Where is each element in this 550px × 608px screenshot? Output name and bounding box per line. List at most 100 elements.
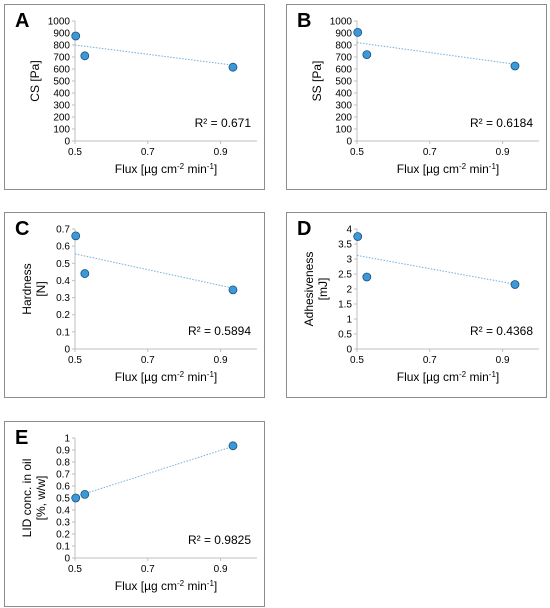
y-axis-label: [mJ] (316, 278, 330, 301)
data-point (353, 27, 363, 37)
y-tick-label: 3.5 (338, 240, 352, 251)
x-tick-label: 0.7 (423, 147, 437, 158)
data-point (510, 61, 520, 71)
panel-e: E 0 0.1 0.2 0.3 0.4 0.5 0.6 0.7 0.8 0.9 1 0.5 0.7 0.9 F… (4, 421, 265, 607)
y-tick-label: 100 (53, 125, 70, 136)
data-point (228, 285, 238, 295)
x-tick-label: 0.9 (214, 147, 228, 158)
y-tick-label: 0.1 (56, 327, 70, 338)
data-point (510, 280, 520, 289)
x-axis-label: Flux [µg cm-2 min-1] (397, 162, 500, 176)
y-tick-label: 1.5 (338, 300, 352, 311)
y-tick-label: 500 (335, 77, 352, 88)
y-tick-label: 400 (335, 89, 352, 100)
trendline (356, 254, 516, 285)
y-axis-label: Adhesiveness (302, 252, 316, 327)
chart-svg: E00.10.20.30.40.50.60.70.80.910.5 0.7 0.9F… (15, 427, 257, 593)
panel-letter: B (297, 10, 311, 32)
y-tick-label: 0 (346, 345, 352, 356)
y-tick-label: 400 (53, 89, 70, 100)
panel-d: D 0 0.5 1 1.5 2 2.5 3 3.5 4 0.5 0.7 0.9 Flux [µg cm-2… (286, 212, 547, 398)
y-tick-label: 0.5 (338, 330, 352, 341)
y-tick-label: 800 (53, 41, 70, 52)
data-point (353, 232, 363, 241)
data-point (71, 493, 81, 503)
r-squared-label: R² = 0.6184 (470, 116, 533, 130)
x-tick-label: 0.5 (350, 355, 364, 366)
y-tick-label: 4 (346, 225, 352, 236)
y-tick-label: 2.5 (338, 270, 352, 281)
panel-b: B 0 100 200 300 400 500 600 700 800 900 1000 0.5 0.7 0… (286, 4, 547, 190)
data-point (71, 231, 81, 241)
data-point (228, 62, 238, 72)
y-tick-label: 0.9 (56, 446, 70, 457)
x-tick-label: 0.5 (68, 147, 82, 158)
x-axis-label: Flux [µg cm-2 min-1] (397, 370, 500, 384)
panel-letter: E (15, 427, 28, 449)
x-tick-label: 0.7 (141, 147, 155, 158)
x-tick-label: 0.7 (141, 564, 155, 575)
y-tick-label: 2 (346, 285, 352, 296)
y-tick-label: 200 (335, 113, 352, 124)
y-tick-label: 0 (64, 345, 70, 356)
x-tick-label: 0.7 (141, 355, 155, 366)
x-axis-label: Flux [µg cm-2 min-1] (115, 579, 218, 593)
data-point (80, 51, 90, 61)
r-squared-label: R² = 0.4368 (470, 324, 533, 338)
x-axis-label: Flux [µg cm-2 min-1] (115, 162, 218, 176)
data-point (362, 272, 372, 282)
y-tick-label: 1000 (330, 17, 353, 28)
y-tick-label: 0.3 (56, 518, 70, 529)
trendline (74, 445, 234, 498)
y-tick-label: 900 (335, 29, 352, 40)
y-tick-label: 0.1 (56, 542, 70, 553)
y-axis-label: SS [Pa] (310, 61, 324, 102)
y-tick-label: 0.7 (56, 470, 70, 481)
y-tick-label: 900 (53, 29, 70, 40)
y-tick-label: 0.5 (56, 259, 70, 270)
y-tick-label: 1000 (48, 17, 71, 28)
y-tick-label: 0 (64, 137, 70, 148)
trendline (74, 253, 234, 289)
y-tick-label: 1 (64, 434, 70, 445)
r-squared-label: R² = 0.671 (195, 116, 252, 130)
y-tick-label: 0.2 (56, 530, 70, 541)
data-point (80, 490, 90, 499)
x-axis-label: Flux [µg cm-2 min-1] (115, 370, 218, 384)
x-tick-label: 0.5 (350, 147, 364, 158)
r-squared-label: R² = 0.5894 (188, 324, 251, 338)
data-point (71, 31, 81, 41)
y-tick-label: 300 (53, 101, 70, 112)
x-tick-label: 0.5 (68, 564, 82, 575)
panel-a: A 0 100 200 300 400 500 600 700 800 900 1000 0.5 0.7 0… (4, 4, 265, 190)
y-tick-label: 100 (335, 125, 352, 136)
y-tick-label: 700 (53, 53, 70, 64)
trendline (74, 44, 234, 66)
y-tick-label: 600 (335, 65, 352, 76)
panel-letter: D (297, 218, 311, 240)
y-tick-label: 500 (53, 77, 70, 88)
panel-letter: C (15, 218, 29, 240)
y-tick-label: 0.6 (56, 242, 70, 253)
y-tick-label: 0 (346, 137, 352, 148)
y-tick-label: 200 (53, 113, 70, 124)
y-tick-label: 0.2 (56, 310, 70, 321)
y-axis-label: [%, w/w] (34, 476, 48, 521)
y-tick-label: 0.4 (56, 506, 70, 517)
y-tick-label: 0.8 (56, 458, 70, 469)
x-tick-label: 0.5 (68, 355, 82, 366)
y-axis-label: CS [Pa] (28, 60, 42, 101)
y-tick-label: 0 (64, 554, 70, 565)
panel-letter: A (15, 10, 29, 32)
y-tick-label: 0.5 (56, 494, 70, 505)
y-tick-label: 1 (346, 315, 352, 326)
r-squared-label: R² = 0.9825 (188, 533, 251, 547)
y-tick-label: 0.6 (56, 482, 70, 493)
y-tick-label: 0.4 (56, 276, 70, 287)
x-tick-label: 0.9 (496, 355, 510, 366)
data-point (362, 50, 372, 59)
x-tick-label: 0.9 (214, 564, 228, 575)
